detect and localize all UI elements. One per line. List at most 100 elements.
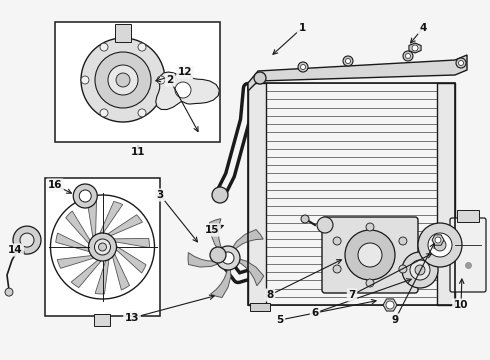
Circle shape [399, 237, 407, 245]
Circle shape [108, 65, 138, 95]
Circle shape [5, 288, 13, 296]
Circle shape [138, 109, 146, 117]
Circle shape [81, 38, 165, 122]
Polygon shape [114, 238, 149, 248]
Text: 16: 16 [48, 180, 62, 190]
Circle shape [403, 51, 413, 61]
Circle shape [175, 82, 191, 98]
Circle shape [216, 246, 240, 270]
Circle shape [345, 230, 395, 280]
FancyBboxPatch shape [322, 217, 418, 293]
Bar [248, 83, 266, 305]
Polygon shape [100, 201, 122, 233]
Text: 13: 13 [125, 313, 139, 323]
Text: 1: 1 [298, 23, 306, 33]
Polygon shape [236, 258, 264, 286]
Circle shape [298, 62, 308, 72]
Circle shape [100, 109, 108, 117]
Bar [115, 24, 131, 42]
Circle shape [317, 217, 333, 233]
Circle shape [386, 301, 394, 309]
Circle shape [255, 73, 265, 83]
Polygon shape [57, 256, 94, 268]
Polygon shape [409, 43, 421, 53]
Circle shape [406, 54, 411, 58]
Polygon shape [87, 201, 97, 237]
Polygon shape [66, 211, 90, 244]
FancyBboxPatch shape [450, 218, 486, 292]
Bar [248, 83, 455, 305]
Text: 12: 12 [178, 67, 192, 77]
Bar [94, 314, 110, 326]
Bar [55, 22, 220, 142]
Bar [437, 83, 455, 305]
Circle shape [50, 195, 154, 299]
Circle shape [98, 243, 106, 251]
Polygon shape [211, 266, 231, 298]
Circle shape [412, 45, 418, 51]
Circle shape [254, 72, 266, 84]
Circle shape [81, 76, 89, 84]
Circle shape [13, 226, 41, 254]
Circle shape [20, 233, 34, 247]
Circle shape [95, 239, 111, 255]
Circle shape [402, 252, 438, 288]
Polygon shape [210, 219, 223, 253]
Polygon shape [95, 260, 109, 294]
Circle shape [418, 223, 462, 267]
Text: 7: 7 [348, 290, 356, 300]
Text: 2: 2 [167, 75, 173, 85]
Polygon shape [116, 246, 146, 273]
Bar [250, 303, 270, 311]
Circle shape [300, 64, 305, 69]
Circle shape [428, 233, 452, 257]
Circle shape [89, 233, 117, 261]
Polygon shape [383, 299, 397, 311]
Polygon shape [432, 235, 444, 245]
Text: 9: 9 [392, 315, 398, 325]
Circle shape [212, 187, 228, 203]
Circle shape [366, 223, 374, 231]
Circle shape [434, 239, 446, 251]
Circle shape [333, 237, 341, 245]
Circle shape [435, 237, 441, 243]
Polygon shape [248, 55, 467, 91]
Text: 8: 8 [267, 290, 273, 300]
Circle shape [100, 43, 108, 51]
Text: 10: 10 [454, 300, 468, 310]
Circle shape [157, 76, 165, 84]
Polygon shape [108, 215, 143, 236]
Circle shape [222, 252, 234, 264]
Circle shape [410, 260, 430, 280]
Circle shape [116, 73, 130, 87]
Polygon shape [56, 233, 89, 252]
Circle shape [301, 215, 309, 223]
Circle shape [459, 60, 464, 66]
Polygon shape [113, 254, 129, 290]
Polygon shape [231, 230, 263, 252]
Bar [457, 210, 479, 222]
Circle shape [399, 265, 407, 273]
Text: 6: 6 [311, 308, 318, 318]
Text: 4: 4 [419, 23, 427, 33]
Circle shape [79, 190, 91, 202]
Text: 5: 5 [276, 315, 284, 325]
Circle shape [258, 76, 263, 81]
Polygon shape [156, 72, 220, 109]
Circle shape [210, 247, 226, 263]
Polygon shape [71, 260, 101, 288]
Circle shape [95, 52, 151, 108]
Bar [45, 178, 160, 316]
Circle shape [138, 43, 146, 51]
Circle shape [358, 243, 382, 267]
Text: 3: 3 [156, 190, 164, 200]
Circle shape [456, 58, 466, 68]
Circle shape [345, 58, 350, 63]
Circle shape [73, 184, 97, 208]
Text: 11: 11 [131, 147, 145, 157]
Text: 14: 14 [8, 245, 23, 255]
Circle shape [343, 56, 353, 66]
Circle shape [366, 279, 374, 287]
Circle shape [333, 265, 341, 273]
Polygon shape [188, 253, 221, 267]
